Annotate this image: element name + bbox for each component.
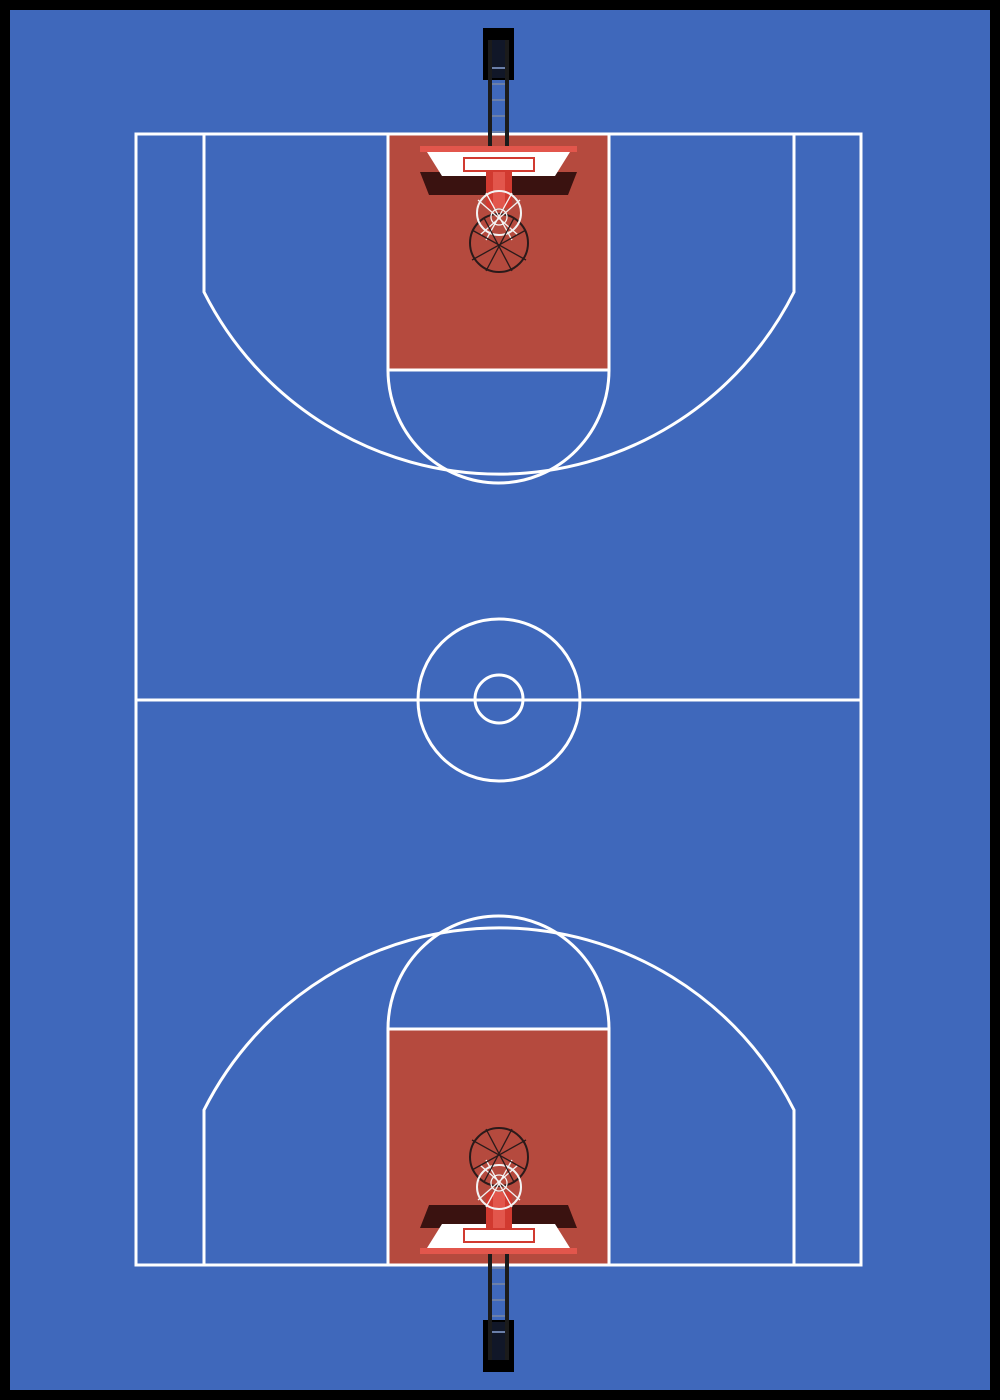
center-circle — [416, 617, 582, 783]
bottom-free-throw-arc — [386, 914, 611, 1030]
center-inner-circle — [473, 673, 525, 725]
bottom-three-point-line — [202, 926, 796, 1265]
basketball-hoop-icon — [420, 1127, 577, 1372]
basketball-hoop-icon — [420, 28, 577, 273]
top-key-outline — [386, 132, 611, 372]
bottom-key-outline — [386, 1027, 611, 1267]
top-three-point-line — [202, 134, 796, 476]
top-free-throw-arc — [386, 369, 611, 485]
